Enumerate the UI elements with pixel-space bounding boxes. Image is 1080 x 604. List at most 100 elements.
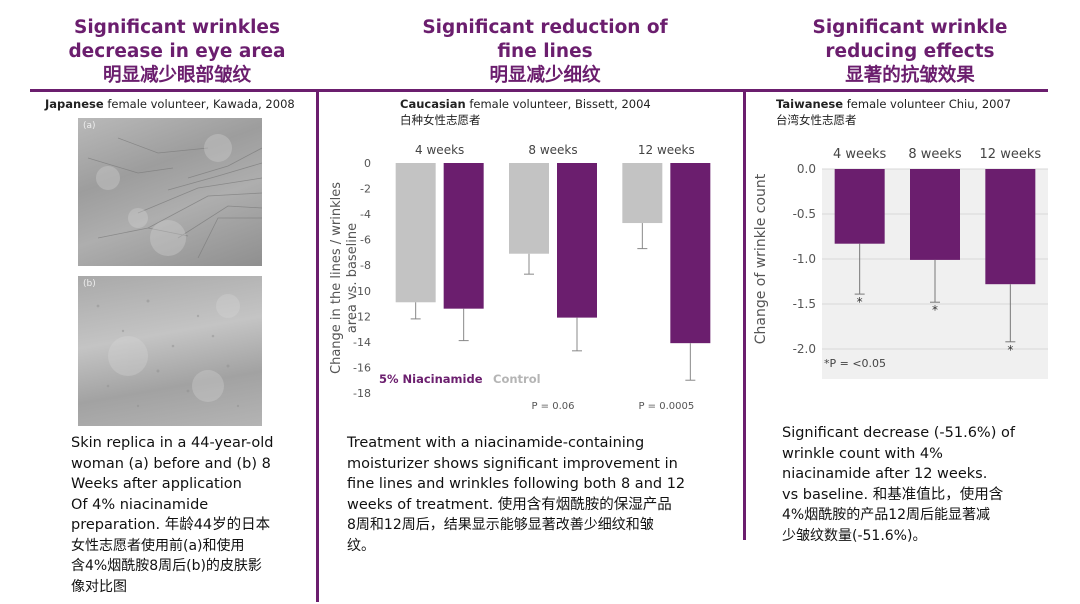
chart1-bars	[395, 163, 711, 344]
chart2-y-axis: 0.0 -0.5 -1.0 -1.5 -2.0	[793, 162, 816, 356]
chart1-y-tick-label: -4	[360, 208, 371, 221]
chart1-bar-control	[622, 163, 663, 224]
chart2-category-label: 8 weeks	[908, 147, 962, 162]
skin-texture-before	[87, 134, 262, 259]
chart1-y-tick-label: -18	[353, 387, 371, 400]
left-caption-line: 像对比图	[71, 578, 127, 595]
right-title-line-3: 显著的抗皱效果	[845, 65, 975, 86]
middle-source-detail: female volunteer, Bissett, 2004	[465, 97, 651, 111]
chart1-legend-control: Control	[493, 372, 541, 386]
chart1-bar-niacinamide	[443, 163, 484, 309]
chart2-category-label: 12 weeks	[980, 147, 1042, 162]
right-source: Taiwanese female volunteer Chiu, 2007 台湾…	[776, 96, 1011, 128]
chart1-y-tick-label: 0	[364, 157, 371, 170]
chart2-y-tick-label: 0.0	[797, 162, 816, 176]
left-title-line-1: Significant wrinkles	[74, 17, 280, 38]
chart1-p-value: P = 0.0005	[638, 401, 694, 412]
right-caption-line: 少皱纹数量(-51.6%)。	[782, 527, 927, 544]
chart1-y-axis-label: Change in the lines / wrinklesarea vs. b…	[329, 182, 360, 374]
left-caption-line: preparation. 年龄44岁的日本	[71, 517, 271, 533]
left-caption-line: woman (a) before and (b) 8	[71, 455, 271, 472]
left-caption-line: 女性志愿者使用前(a)和使用	[71, 537, 245, 554]
middle-title-line-3: 明显减少细纹	[489, 65, 601, 86]
middle-caption-line: Treatment with a niacinamide-containing	[347, 435, 645, 451]
middle-caption-line: 纹。	[347, 537, 375, 554]
chart1-bar-control	[509, 163, 549, 254]
chart1-legend: 5% Niacinamide Control	[379, 372, 541, 386]
skin-replica-after-image: (b)	[78, 276, 262, 426]
chart1-y-axis-label-line: Change in the lines / wrinkles	[329, 182, 344, 374]
middle-title: Significant reduction of fine lines 明显减少…	[410, 16, 680, 88]
chart1-y-tick-label: -2	[360, 183, 371, 196]
left-caption-line: Skin replica in a 44-year-old	[71, 435, 274, 451]
left-source-country: Japanese	[45, 97, 104, 111]
right-caption-line: vs baseline. 和基准值比，使用含	[782, 486, 1004, 503]
left-caption-line: Weeks after application	[71, 476, 242, 492]
header-rule	[30, 89, 1048, 92]
divider-right	[743, 90, 746, 540]
chart2-significance-marker: *	[932, 303, 938, 317]
chart2-bar	[834, 169, 885, 244]
chart1-legend-niacinamide: 5% Niacinamide	[379, 372, 483, 386]
chart1-category-label: 12 weeks	[638, 143, 695, 157]
middle-caption-line: 8周和12周后，结果显示能够显著改善少细纹和皱	[347, 517, 654, 533]
chart1-y-axis: 0 -2 -4 -6 -8 -10 -12 -14 -16 -18	[353, 157, 371, 400]
middle-source: Caucasian female volunteer, Bissett, 200…	[400, 96, 651, 128]
chart2-footnote: *P = <0.05	[824, 357, 886, 370]
chart1-error-bars	[410, 223, 696, 381]
chart1-bar-control	[395, 163, 436, 303]
chart1-bar-niacinamide	[670, 163, 711, 344]
chart1-bar-niacinamide	[557, 163, 597, 318]
left-title-line-3: 明显减少眼部皱纹	[102, 65, 251, 86]
divider-left	[316, 90, 319, 602]
right-source-zh: 台湾女性志愿者	[776, 113, 857, 127]
chart1-y-tick-label: -6	[360, 234, 371, 247]
chart2-error-bars: * * *	[854, 243, 1016, 357]
left-source: Japanese female volunteer, Kawada, 2008	[45, 96, 295, 112]
left-caption: Skin replica in a 44-year-old woman (a) …	[71, 433, 311, 597]
wrinkle-count-chart: 0.0 -0.5 -1.0 -1.5 -2.0 4 weeks 8 weeks 12 wee…	[753, 147, 1048, 379]
chart1-p-value: P = 0.06	[531, 401, 574, 412]
chart2-bars	[834, 169, 1036, 285]
photo-b-label: (b)	[83, 279, 96, 289]
middle-source-country: Caucasian	[400, 97, 466, 111]
chart2-category-label: 4 weeks	[833, 147, 887, 162]
chart1-plot: 0 -2 -4 -6 -8 -10 -12 -14 -16 -18 4 weeks 8 weeks 1…	[353, 143, 711, 412]
left-caption-line: Of 4% niacinamide	[71, 496, 209, 513]
left-title: Significant wrinkles decrease in eye are…	[52, 16, 302, 88]
chart2-y-tick-label: -1.5	[793, 297, 816, 311]
chart1-y-tick-label: -10	[353, 285, 371, 298]
chart1-y-axis-label-line: area vs. baseline	[345, 223, 360, 333]
chart1-y-tick-label: -8	[360, 259, 371, 272]
middle-source-zh: 白种女性志愿者	[400, 113, 481, 127]
chart2-bar	[910, 169, 960, 260]
chart2-y-axis-label: Change of wrinkle count	[753, 173, 769, 344]
chart2-plot: 0.0 -0.5 -1.0 -1.5 -2.0 4 weeks 8 weeks 12 wee…	[793, 147, 1048, 379]
chart2-category-labels: 4 weeks 8 weeks 12 weeks	[833, 147, 1041, 162]
chart2-y-tick-label: -1.0	[793, 252, 816, 266]
chart2-y-tick-label: -0.5	[793, 207, 816, 221]
left-caption-line: 含4%烟酰胺8周后(b)的皮肤影	[71, 558, 262, 574]
right-caption-line: Significant decrease (-51.6%) of	[782, 425, 1015, 441]
chart1-category-label: 8 weeks	[528, 143, 577, 157]
middle-caption-line: fine lines and wrinkles following both 8…	[347, 476, 686, 492]
left-title-line-2: decrease in eye area	[68, 41, 286, 62]
right-caption: Significant decrease (-51.6%) of wrinkle…	[782, 423, 1052, 546]
middle-caption: Treatment with a niacinamide-containing …	[347, 433, 737, 556]
middle-title-line-1: Significant reduction of	[422, 17, 668, 38]
chart2-bar	[985, 169, 1036, 285]
chart1-y-tick-label: -14	[353, 336, 371, 349]
fine-lines-chart: 0 -2 -4 -6 -8 -10 -12 -14 -16 -18 4 weeks 8 weeks 1…	[329, 143, 711, 412]
right-title-line-1: Significant wrinkle	[812, 17, 1008, 38]
right-title-line-2: reducing effects	[825, 41, 995, 62]
right-caption-line: wrinkle count with 4%	[782, 445, 943, 462]
skin-texture-after	[96, 294, 240, 408]
chart2-significance-marker: *	[1007, 343, 1013, 357]
chart1-y-tick-label: -12	[353, 310, 371, 323]
chart1-category-labels: 4 weeks 8 weeks 12 weeks	[415, 143, 695, 157]
right-source-detail: female volunteer Chiu, 2007	[843, 97, 1012, 111]
right-caption-line: 4%烟酰胺的产品12周后能显著减	[782, 507, 991, 523]
middle-caption-line: weeks of treatment. 使用含有烟酰胺的保湿产品	[347, 496, 672, 513]
skin-replica-before-image: (a)	[78, 118, 262, 266]
middle-title-line-2: fine lines	[497, 41, 593, 62]
